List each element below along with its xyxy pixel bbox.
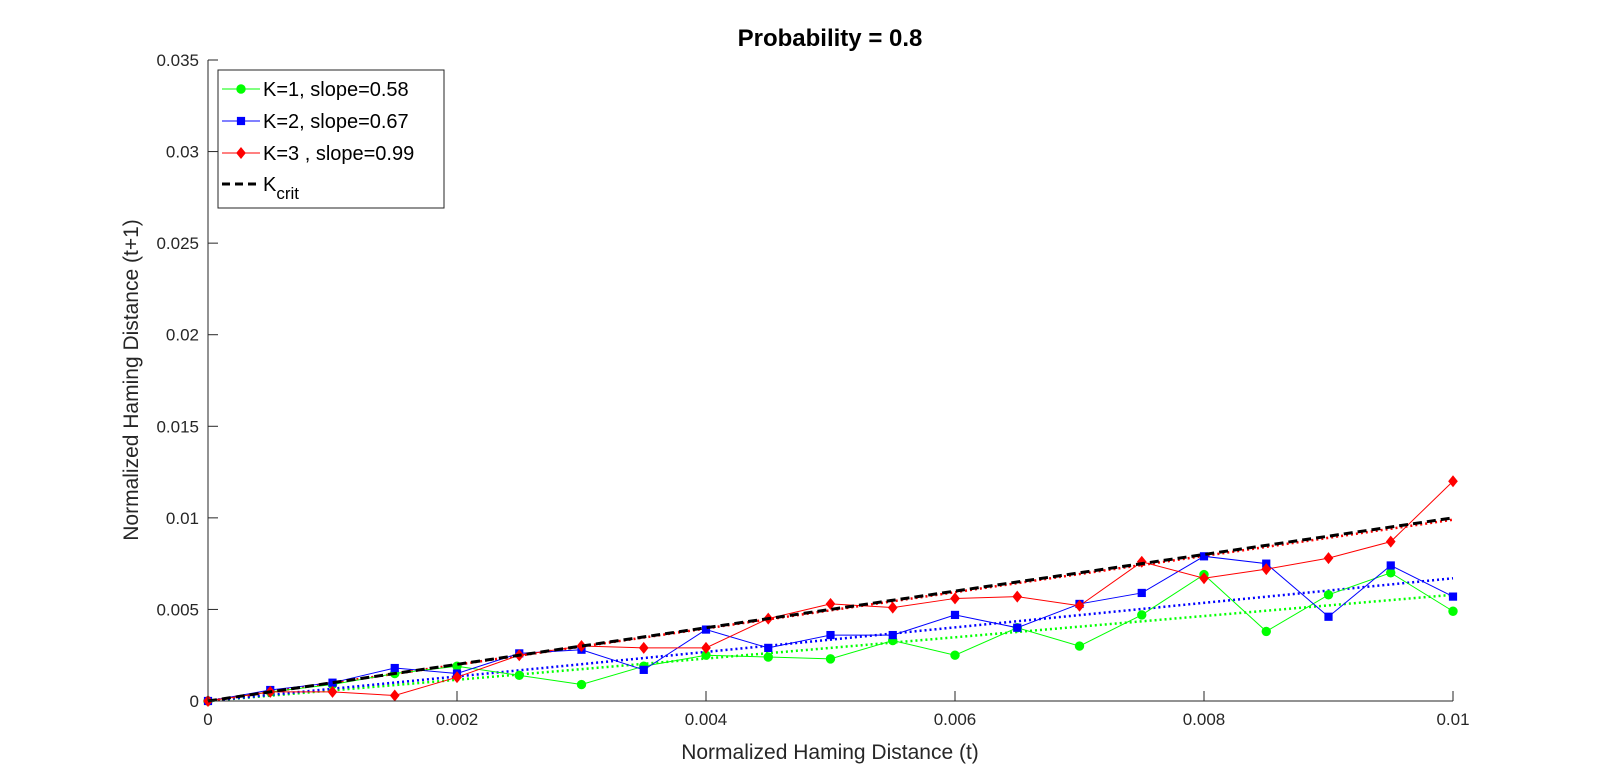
y-tick-label: 0.005 [156,600,199,619]
legend-item-2: K=2, slope=0.67 [222,111,409,133]
y-axis-title: Normalized Haming Distance (t+1) [120,219,143,541]
data-point [1324,612,1333,621]
data-point [1012,590,1023,603]
data-point [576,679,587,690]
y-tick-label: 0.035 [156,51,199,70]
data-point [825,654,836,664]
data-point [1261,626,1271,637]
x-tick-label: 0 [203,710,212,729]
data-point [1386,568,1396,578]
series-3 [203,475,1458,707]
data-point [639,665,648,674]
x-tick-label: 0.002 [436,710,479,729]
y-tick-label: 0 [190,692,199,711]
data-point [950,592,960,605]
data-point [1074,641,1085,651]
data-point [452,671,462,684]
data-point [701,641,711,654]
data-point [1137,610,1147,620]
y-ticks: 0 0.005 0.01 0.015 0.02 0.025 0.03 0.035 [156,51,218,711]
legend-item-3: K=3 , slope=0.99 [222,143,414,165]
y-tick-label: 0.025 [156,234,199,253]
data-point [1323,552,1334,565]
legend-label: K=2, slope=0.67 [263,111,409,133]
data-point [701,625,711,634]
legend-label: K=1, slope=0.58 [263,79,409,101]
legend-item-1: K=1, slope=0.58 [222,79,409,101]
data-point [1137,588,1146,598]
series-layer [203,475,1458,707]
y-tick-label: 0.02 [166,326,199,345]
data-point [1448,606,1458,616]
data-point [888,630,897,640]
data-point [1136,555,1147,568]
data-point [763,652,773,662]
data-point [327,685,338,698]
data-point [638,641,649,654]
data-point [1385,535,1396,548]
legend-marker [236,147,246,159]
data-point [825,597,836,610]
x-tick-label: 0.008 [1183,710,1226,729]
data-point [1199,572,1209,585]
chart-title: Probability = 0.8 [738,25,923,52]
data-point [1448,592,1458,601]
y-tick-label: 0.015 [156,417,199,436]
x-tick-label: 0.004 [685,710,728,729]
legend-item-4: Kcrit [222,174,299,203]
data-point [887,601,898,614]
data-point [1323,590,1334,600]
data-point [1261,563,1272,576]
data-point [764,643,773,652]
x-tick-label: 0.01 [1436,710,1469,729]
y-tick-label: 0.01 [166,509,199,528]
data-point [1448,475,1458,488]
x-axis-title: Normalized Haming Distance (t) [681,741,979,764]
legend-label: K=3 , slope=0.99 [263,143,414,165]
data-point [1386,561,1395,570]
legend-marker [236,116,246,126]
data-point [390,663,399,673]
data-point [950,610,960,620]
x-tick-label: 0.006 [934,710,977,729]
data-point [1013,623,1022,632]
data-point [514,670,524,681]
data-point [950,650,960,660]
axes-layer [207,60,1453,702]
data-point [826,630,835,640]
fit-line-2 [207,577,1454,703]
legend-label: Kcrit [263,174,299,203]
y-tick-label: 0.03 [166,143,199,162]
x-ticks: 0 0.002 0.004 0.006 0.008 0.01 [203,691,1470,729]
legend-marker [236,84,246,94]
legend: K=1, slope=0.58 K=2, slope=0.67 K=3 , slop… [217,69,445,209]
data-point [1074,599,1085,612]
